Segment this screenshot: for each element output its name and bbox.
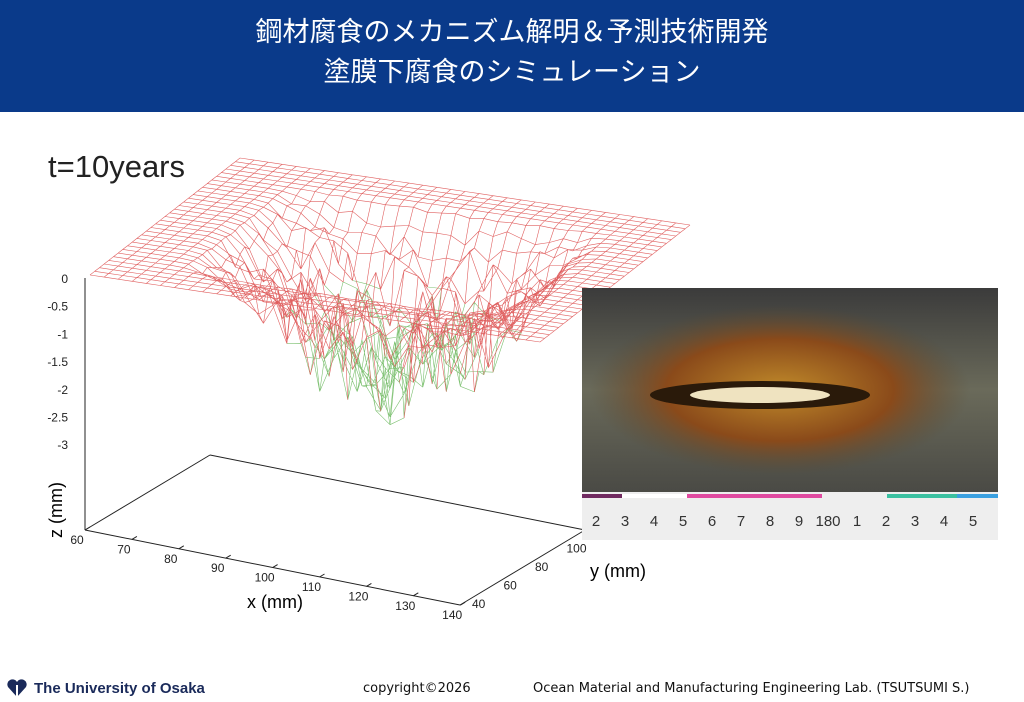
ruler-label: 2 bbox=[882, 513, 890, 530]
ruler-label: 2 bbox=[592, 513, 600, 530]
time-label: t=10years bbox=[48, 149, 185, 184]
y-tick-label: 80 bbox=[535, 560, 549, 574]
ruler-label: 3 bbox=[911, 513, 919, 530]
surface-mesh bbox=[89, 157, 691, 425]
z-tick-label: -2.5 bbox=[47, 411, 68, 425]
x-tick bbox=[319, 573, 325, 578]
ruler-label: 180 bbox=[815, 513, 840, 530]
ruler-label: 6 bbox=[708, 513, 716, 530]
logo: The University of Osaka bbox=[6, 678, 205, 698]
x-tick-label: 80 bbox=[164, 552, 178, 566]
figure: t=10years 0 -0.5 -1 -1.5 -2 -2.5 -3 60 70 80 90 100… bbox=[46, 149, 998, 622]
ruler-label: 8 bbox=[766, 513, 774, 530]
z-tick-label: 0 bbox=[61, 272, 68, 286]
x-tick bbox=[459, 601, 466, 606]
ruler-label: 3 bbox=[621, 513, 629, 530]
x-tick bbox=[131, 535, 138, 540]
z-tick-label: -1 bbox=[57, 327, 68, 341]
x-tick-label: 140 bbox=[442, 608, 462, 622]
ruler-label: 5 bbox=[679, 513, 687, 530]
ruler-label: 5 bbox=[969, 513, 977, 530]
lab-name: Ocean Material and Manufacturing Enginee… bbox=[533, 681, 970, 696]
y-tick-label: 60 bbox=[504, 579, 518, 593]
title-line: 塗膜下腐食のシミュレーション bbox=[323, 57, 701, 88]
x-tick bbox=[272, 564, 278, 569]
z-tick-label: -3 bbox=[57, 438, 68, 452]
z-tick-label: -0.5 bbox=[47, 300, 68, 314]
ruler-label: 9 bbox=[795, 513, 803, 530]
x-tick bbox=[178, 545, 185, 550]
copyright: copyright©2026 bbox=[363, 681, 471, 696]
y-tick-label: 40 bbox=[472, 597, 486, 611]
x-tick bbox=[84, 526, 91, 531]
x-axis-label: x (mm) bbox=[247, 592, 303, 612]
z-tick-label: -2 bbox=[57, 383, 68, 397]
x-tick-label: 90 bbox=[211, 561, 225, 575]
x-tick-label: 70 bbox=[117, 542, 131, 556]
z-axis-label: z (mm) bbox=[46, 482, 66, 538]
x-tick-label: 60 bbox=[70, 533, 84, 547]
logo-icon bbox=[7, 679, 27, 697]
x-tick bbox=[366, 582, 372, 587]
university-name: The University of Osaka bbox=[34, 679, 205, 697]
ruler-label: 4 bbox=[650, 513, 658, 530]
mesh-upper bbox=[89, 157, 691, 418]
y-tick-label: 100 bbox=[567, 542, 587, 556]
y-axis-label: y (mm) bbox=[590, 561, 646, 581]
x-tick-label: 130 bbox=[395, 599, 415, 613]
corrosion-photo: 2 3 4 5 6 7 8 9 180 1 2 3 4 5 bbox=[582, 288, 998, 540]
x-tick-label: 100 bbox=[255, 571, 275, 585]
z-tick-label: -1.5 bbox=[47, 355, 68, 369]
ruler-label: 4 bbox=[940, 513, 948, 530]
ruler-label: 7 bbox=[737, 513, 745, 530]
x-tick bbox=[225, 554, 231, 559]
x-tick-label: 110 bbox=[302, 580, 321, 594]
title-line: 鋼材腐食のメカニズム解明＆予測技術開発 bbox=[255, 17, 769, 48]
axes bbox=[84, 278, 586, 606]
ruler-label: 1 bbox=[853, 513, 861, 530]
header: 鋼材腐食のメカニズム解明＆予測技術開発 塗膜下腐食のシミュレーション bbox=[0, 0, 1024, 112]
x-tick bbox=[413, 592, 419, 597]
x-tick-label: 120 bbox=[348, 589, 368, 603]
